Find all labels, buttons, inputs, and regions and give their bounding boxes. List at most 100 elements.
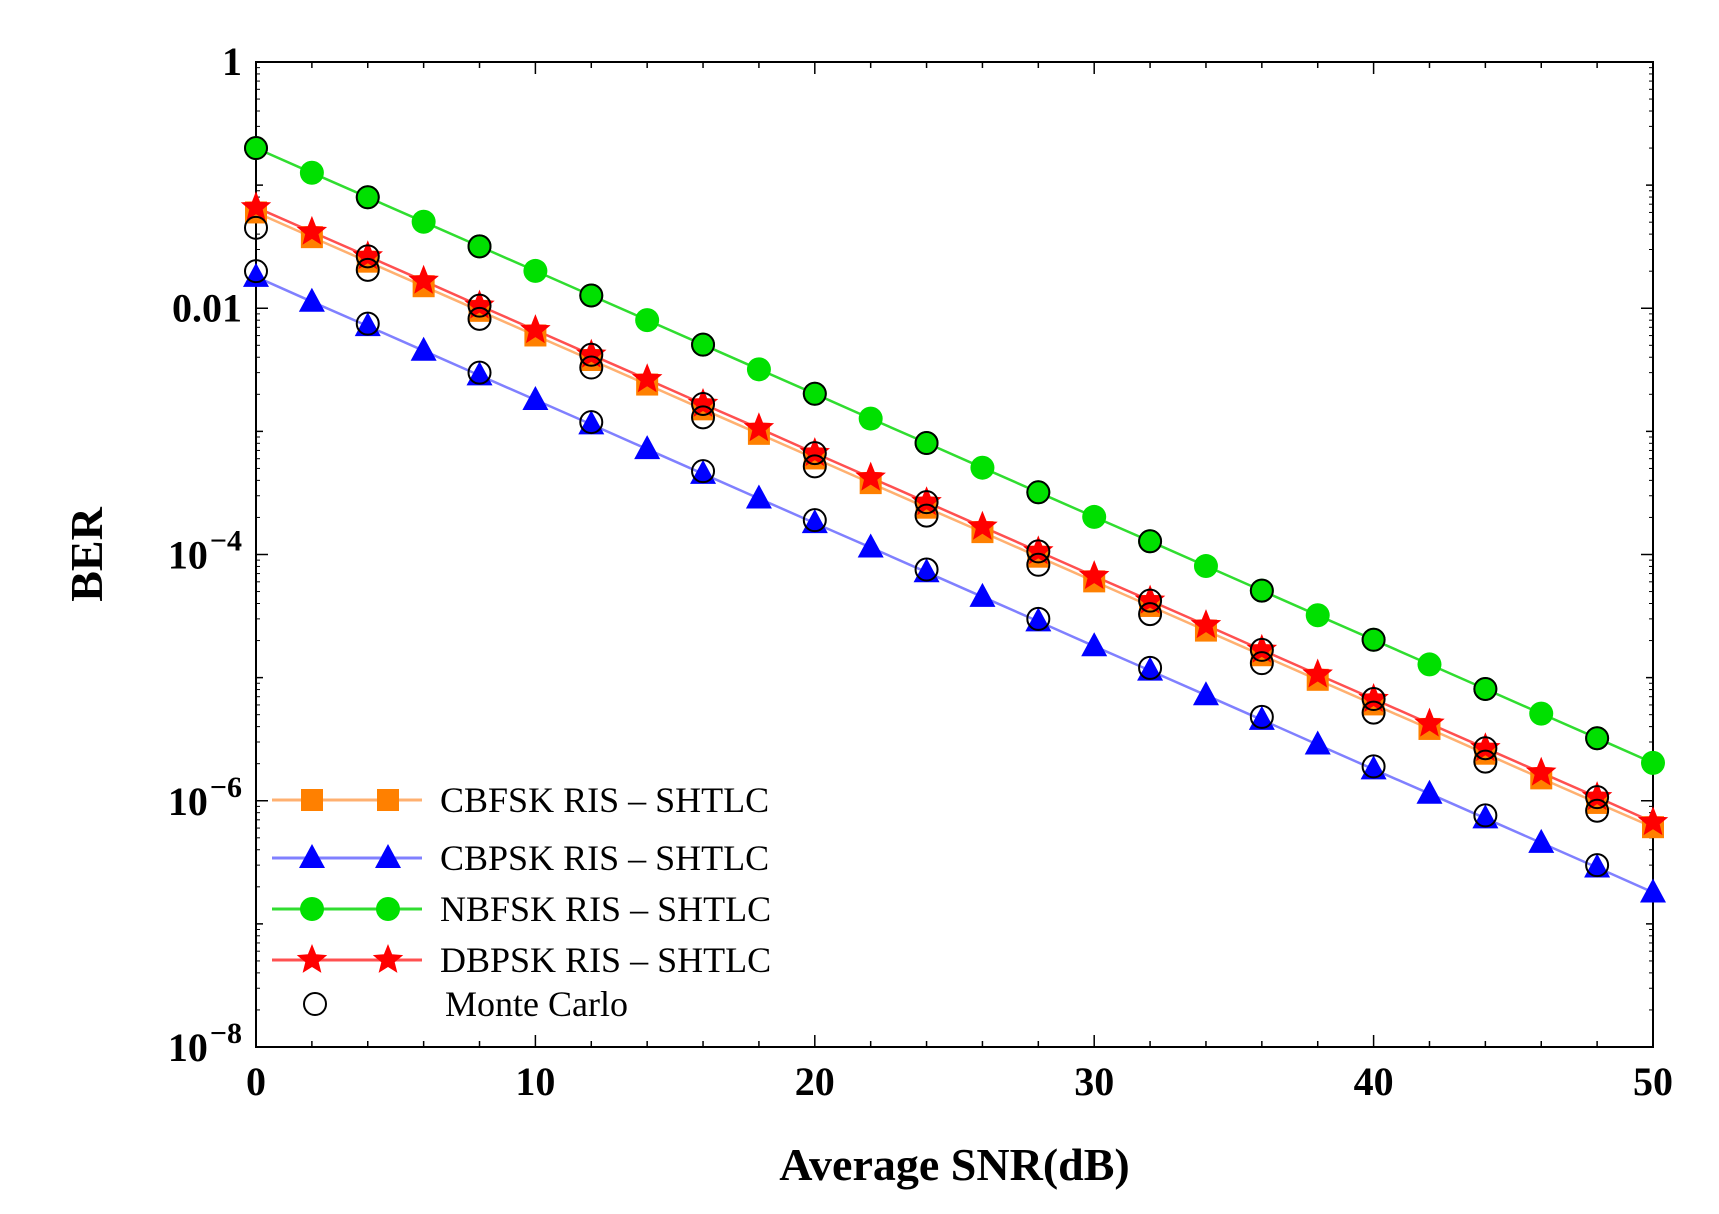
y-tick-exponent: −6 [210, 771, 242, 804]
data-point [1249, 578, 1274, 603]
legend: CBFSK RIS – SHTLC CBPSK RIS – SHTLC NBFSK … [272, 780, 771, 1024]
data-point [1581, 781, 1613, 811]
axis-ticks [255, 61, 1654, 1048]
data-point [298, 287, 325, 312]
x-tick-label: 0 [246, 1059, 266, 1104]
data-point [690, 459, 717, 484]
data-point [1470, 732, 1501, 762]
legend-label: NBFSK RIS – SHTLC [440, 889, 771, 929]
data-point [1473, 676, 1498, 701]
data-point [1360, 755, 1387, 780]
data-point [687, 388, 719, 417]
data-point [1079, 560, 1110, 589]
data-point [408, 264, 439, 294]
data-point [743, 412, 775, 442]
data-point [240, 191, 272, 221]
data-point [1138, 655, 1163, 680]
data-point [1585, 785, 1610, 810]
y-tick-base: 10 [168, 1025, 208, 1070]
data-point [1361, 627, 1386, 652]
data-point [1246, 633, 1278, 663]
data-point [355, 244, 380, 269]
data-point [579, 410, 604, 435]
data-point [1472, 804, 1499, 829]
series-line [255, 146, 1654, 765]
data-point [410, 336, 437, 361]
data-point [1358, 683, 1389, 712]
data-point [799, 437, 830, 467]
legend-item: NBFSK RIS – SHTLC [272, 889, 771, 929]
data-point [244, 136, 268, 161]
legend-marker [301, 789, 323, 811]
data-point [1138, 529, 1163, 554]
data-point [802, 441, 827, 466]
data-point [914, 431, 939, 456]
data-point [801, 509, 828, 534]
data-point [467, 234, 492, 259]
data-point [1585, 798, 1610, 823]
data-point [857, 533, 884, 558]
data-point [1361, 700, 1386, 725]
data-point [914, 431, 939, 456]
data-point [1025, 607, 1052, 632]
data-point [1361, 687, 1386, 712]
data-point [1584, 853, 1611, 878]
data-point [576, 338, 607, 368]
data-point [634, 435, 661, 460]
y-tick-label: −610 [168, 771, 242, 824]
data-point [914, 490, 939, 515]
data-point [355, 185, 380, 210]
data-point [746, 357, 771, 382]
data-point [1585, 853, 1610, 878]
data-point [1304, 730, 1331, 755]
legend-item: CBFSK RIS – SHTLC [272, 780, 769, 820]
data-point [1473, 736, 1498, 761]
x-tick-label: 20 [795, 1059, 835, 1104]
data-point [631, 363, 663, 393]
data-point [745, 484, 772, 509]
data-point [1585, 726, 1610, 751]
legend-label: DBPSK RIS – SHTLC [440, 940, 771, 980]
x-tick-label: 10 [515, 1059, 555, 1104]
data-point [244, 259, 268, 284]
data-point [1640, 878, 1666, 903]
data-point [244, 215, 268, 240]
data-point [1526, 756, 1557, 786]
data-point [1137, 656, 1164, 681]
data-point [913, 558, 940, 583]
data-point [1637, 806, 1669, 836]
data-point [1473, 803, 1498, 828]
data-point [467, 306, 492, 331]
data-point [355, 185, 380, 210]
data-point [691, 391, 716, 416]
data-point [1026, 552, 1051, 577]
x-axis-title: Average SNR(dB) [779, 1139, 1129, 1190]
legend-label: CBPSK RIS – SHTLC [440, 838, 769, 878]
data-point [914, 557, 939, 582]
data-point [970, 455, 995, 480]
data-point [1361, 754, 1386, 779]
data-point [1529, 701, 1554, 726]
legend-marker [372, 944, 404, 973]
data-point [1081, 632, 1108, 657]
x-tick-label: 50 [1633, 1059, 1673, 1104]
data-point [802, 454, 827, 479]
x-tick-label: 40 [1354, 1059, 1394, 1104]
data-point [911, 486, 942, 516]
y-tick-base: 10 [168, 533, 208, 578]
data-point [467, 234, 492, 259]
data-point [579, 283, 604, 308]
data-point [411, 209, 436, 234]
data-point [296, 215, 328, 245]
data-point [1138, 588, 1163, 613]
data-point [1248, 705, 1275, 730]
data-point [352, 240, 383, 270]
data-point [802, 381, 827, 406]
data-point [1249, 637, 1274, 662]
data-point [522, 385, 549, 410]
data-point [1190, 609, 1222, 639]
y-tick-label: 1 [222, 39, 242, 84]
data-point [914, 503, 939, 528]
